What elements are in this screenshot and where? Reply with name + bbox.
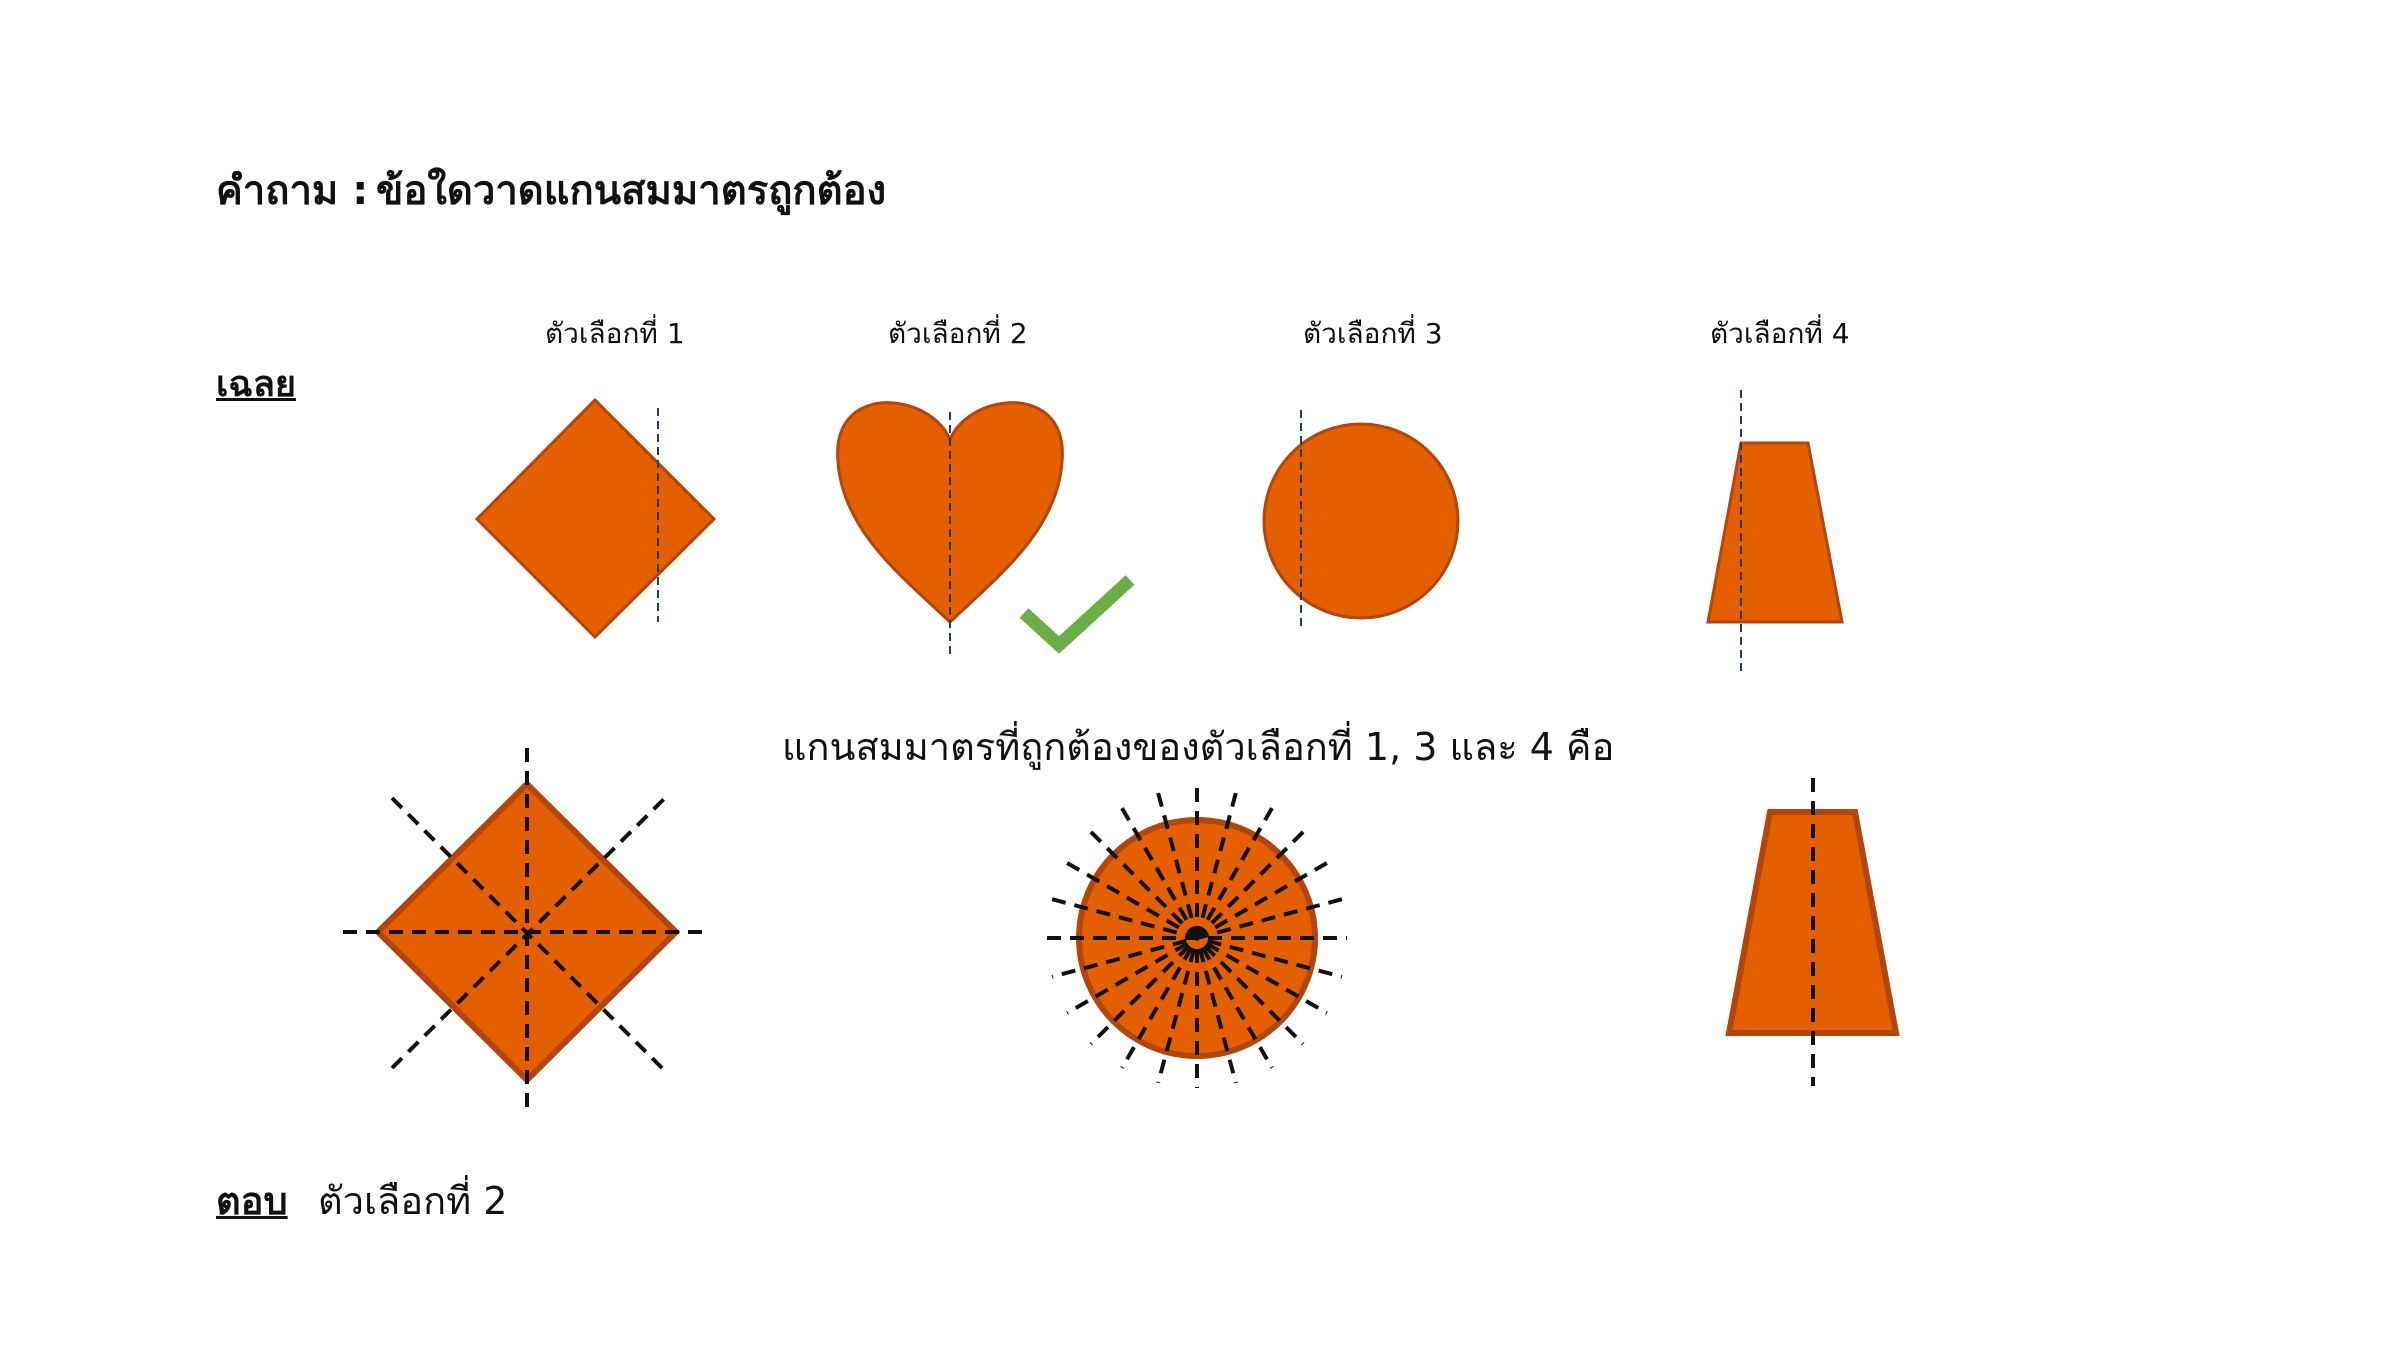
option-4-label: ตัวเลือกที่ 4	[1710, 317, 1850, 350]
option-2-heart	[836, 401, 1064, 658]
option-3-circle	[1262, 410, 1460, 627]
answer-label: ตอบ	[216, 1179, 288, 1223]
answer-value: ตัวเลือกที่ 2	[318, 1179, 508, 1223]
option-1-label: ตัวเลือกที่ 1	[545, 317, 685, 350]
option-4-trapezoid	[1706, 390, 1844, 676]
question-prefix: คำถาม :	[216, 168, 369, 214]
correct-diamond	[343, 748, 705, 1112]
diamond-axis-diagonal-2	[390, 796, 667, 1070]
solution-label: เฉลย	[216, 364, 296, 405]
correct-trapezoid	[1725, 778, 1900, 1086]
explanation-text: แกนสมมาตรที่ถูกต้องของตัวเลือกที่ 1, 3 แ…	[782, 725, 1615, 769]
circle-axis	[1051, 897, 1343, 979]
option-3-label: ตัวเลือกที่ 3	[1303, 317, 1443, 350]
option-1-diamond	[474, 397, 717, 640]
circle-axes	[1047, 788, 1347, 1088]
option-2-label: ตัวเลือกที่ 2	[888, 317, 1028, 350]
checkmark-icon	[1019, 575, 1135, 654]
question-text: ข้อใดวาดแกนสมมาตรถูกต้อง	[376, 168, 887, 214]
correct-circle	[1047, 788, 1347, 1088]
